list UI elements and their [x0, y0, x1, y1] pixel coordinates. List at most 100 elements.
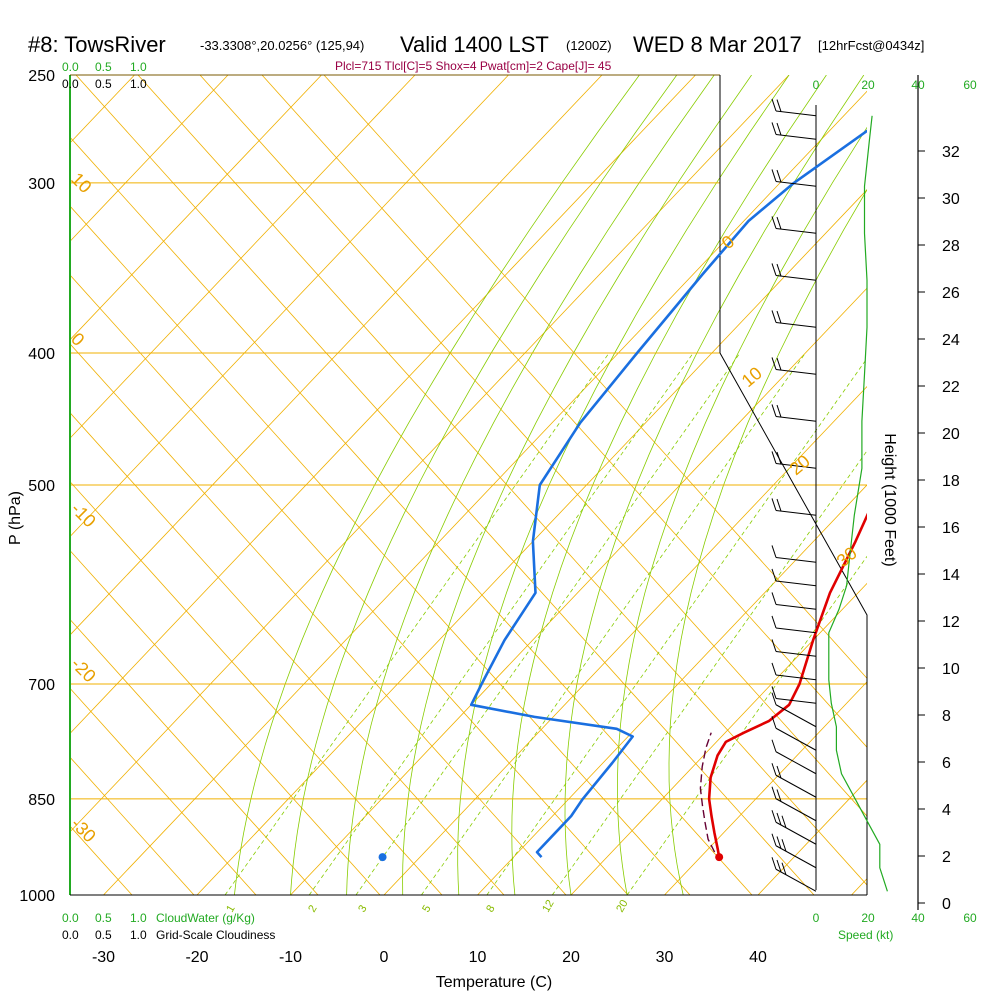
wind-barbs — [771, 98, 817, 892]
wind-speed-profile — [828, 115, 888, 892]
x-tick-label: 0 — [380, 949, 389, 966]
mixing-ratio-label: 1 — [224, 903, 237, 914]
x-tick-label: 20 — [562, 949, 580, 966]
wind-barb-flag — [781, 815, 787, 828]
wind-barb-staff — [775, 556, 817, 563]
wind-barb-staff — [775, 868, 817, 892]
dry-adiabat-label: -10 — [67, 499, 100, 532]
wind-barb-flag — [771, 545, 777, 558]
wind-barb-flag — [771, 786, 777, 799]
mixing-ratio-line — [486, 357, 867, 895]
height-tick-label: 12 — [942, 614, 960, 631]
pressure-tick-label: 850 — [28, 792, 55, 809]
wind-barb-flag — [776, 836, 782, 849]
height-tick-label: 4 — [942, 802, 951, 819]
wind-barb-flag — [776, 263, 782, 277]
mixing-ratio-label: 20 — [614, 898, 631, 915]
cloud-water-bottom-tick: 1.0 — [130, 911, 147, 925]
height-tick-label: 26 — [942, 285, 960, 302]
wind-barb-flag — [771, 763, 777, 776]
cloud-water-bottom-tick: 0.0 — [62, 911, 79, 925]
wind-barb-staff — [775, 650, 817, 657]
pressure-tick-label: 700 — [28, 677, 55, 694]
height-tick-label: 18 — [942, 473, 960, 490]
wind-barb-flag — [771, 810, 777, 823]
pressure-tick-label: 300 — [28, 176, 55, 193]
wind-barb-flag — [776, 812, 782, 826]
wind-barb-flag — [776, 357, 782, 371]
cloud-water-label: CloudWater (g/Kg) — [156, 911, 255, 925]
dry-adiabat-label: -20 — [67, 654, 100, 687]
pressure-tick-label: 500 — [28, 478, 55, 495]
forecast-date: WED 8 Mar 2017 — [633, 32, 802, 57]
isotherm-line — [70, 75, 229, 242]
dry-adiabat-line — [0, 75, 8, 895]
wind-barb-staff — [775, 321, 817, 328]
wind-barb-staff — [775, 704, 817, 728]
top-bottom-scales: 0.0 0.5 1.0 0.0 0.5 1.0 0.0 0.5 1.0 CloudWater (g… — [62, 60, 977, 942]
wind-barb-flag — [776, 122, 782, 136]
plot-frame — [69, 74, 919, 910]
moist-adiabat-line — [511, 75, 827, 895]
height-tick-label: 14 — [942, 567, 960, 584]
height-tick-label: 32 — [942, 144, 960, 161]
isotherm-line — [664, 681, 867, 895]
cloudiness-top-tick: 1.0 — [130, 77, 147, 91]
pressure-tick-label: 400 — [28, 346, 55, 363]
dry-adiabat-line — [70, 549, 381, 895]
wind-barb-flag — [771, 98, 777, 112]
moist-adiabat-line — [617, 126, 867, 895]
height-tick-label: 16 — [942, 520, 960, 537]
x-tick-label: -10 — [279, 949, 302, 966]
pressure-tick-label: 250 — [28, 68, 55, 85]
cloud-water-bottom-tick: 0.5 — [95, 911, 112, 925]
wind-barb-staff — [775, 580, 817, 587]
wind-barb-flag — [781, 839, 787, 852]
cloudiness-bottom-tick: 0.0 — [62, 928, 79, 942]
wind-barb-flag — [771, 404, 777, 417]
wind-barb-flag — [771, 716, 777, 729]
wind-barb-flag — [771, 169, 777, 182]
wind-barb-flag — [776, 859, 782, 873]
wind-barb-flag — [771, 662, 777, 676]
height-tick-label: 30 — [942, 191, 960, 208]
x-tick-label: 30 — [656, 949, 674, 966]
dry-adiabat-line — [70, 618, 319, 895]
cloud-water-top-tick: 1.0 — [130, 60, 147, 74]
height-tick-label: 20 — [942, 426, 960, 443]
height-tick-label: 24 — [942, 332, 960, 349]
cloud-water-top-tick: 0.5 — [95, 60, 112, 74]
height-tick-label: 6 — [942, 755, 951, 772]
mixing-ratio-label: 2 — [306, 903, 319, 914]
wind-barb-flag — [771, 568, 777, 582]
speed-top-tick: 20 — [861, 78, 875, 92]
wind-barb-flag — [771, 833, 777, 846]
wind-barb-staff — [775, 821, 817, 845]
mixing-ratio-label: 12 — [540, 898, 557, 915]
dry-adiabat-label: 20 — [786, 451, 814, 479]
moist-adiabat-line — [346, 75, 715, 895]
zulu-time: (1200Z) — [566, 38, 612, 53]
wind-barb-flag — [776, 498, 782, 512]
speed-label: Speed (kt) — [838, 928, 893, 942]
dry-adiabat-label: -30 — [67, 814, 100, 847]
x-tick-label: -30 — [92, 949, 115, 966]
wind-barb-flag — [776, 789, 782, 802]
station-location: -33.3308°,20.0256° (125,94) — [200, 38, 364, 53]
wind-barb-staff — [775, 774, 817, 798]
height-tick-label: 0 — [942, 896, 951, 913]
station-name: #8: TowsRiver — [28, 32, 166, 57]
mixing-ratio-label: 5 — [420, 903, 433, 914]
wind-barb-flag — [776, 216, 782, 230]
height-tick-label: 28 — [942, 238, 960, 255]
wind-barb-staff — [775, 180, 817, 187]
wind-barb-flag — [771, 739, 777, 752]
mixing-ratio-label: 3 — [356, 903, 369, 914]
dry-adiabat-label: 30 — [833, 543, 861, 571]
wind-barb-flag — [776, 310, 782, 324]
moist-adiabat-line — [402, 75, 752, 895]
surface-dewpoint-point — [378, 853, 387, 862]
y-axis-label: P (hPa) — [7, 491, 24, 545]
isotherm-line — [477, 484, 867, 895]
